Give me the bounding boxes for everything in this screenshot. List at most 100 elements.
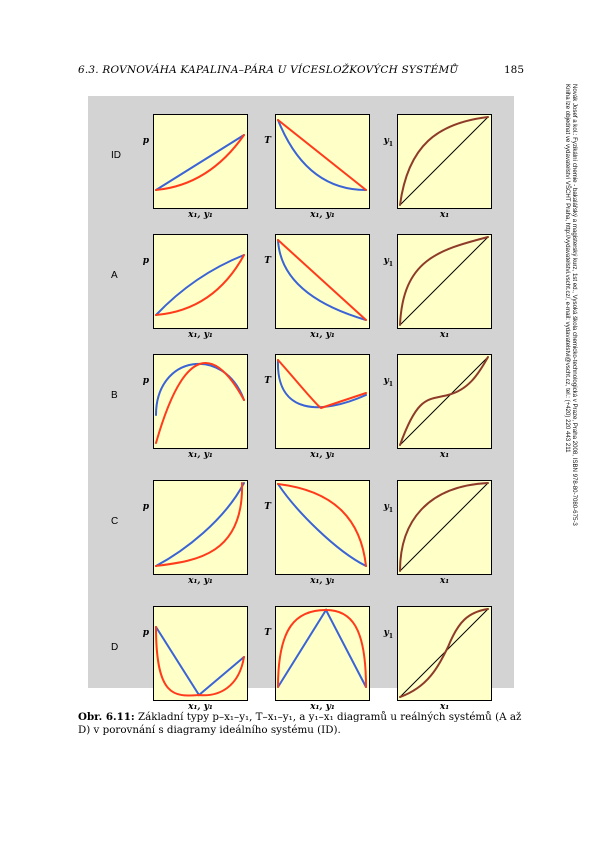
- blue-curve: [276, 359, 367, 409]
- red-curve: [277, 119, 367, 191]
- diagram-svg: [277, 607, 367, 688]
- diagram-svg: [399, 236, 489, 326]
- x-axis-label: x₁, y₁: [310, 576, 335, 586]
- diagram-svg: [155, 482, 245, 567]
- row-label-c: C: [111, 516, 119, 527]
- diagram-svg: [399, 116, 489, 206]
- y-axis-label: T: [264, 628, 271, 638]
- diagonal-line: [399, 482, 489, 572]
- side-note: Novák Josef a kol.: Fyzikální chemie - b…: [564, 84, 578, 644]
- row-label-d: D: [111, 642, 119, 653]
- blue-curve: [155, 362, 245, 416]
- diagram-svg: [277, 239, 367, 321]
- diagram-id-p-x-y: [153, 114, 248, 209]
- diagram-c-p-x-y: [153, 480, 248, 575]
- red-curve: [155, 361, 245, 444]
- diagram-b-y-x: [397, 354, 492, 449]
- diagram-svg: [399, 482, 489, 572]
- diagram-d-t-x-y: [275, 606, 370, 701]
- x-axis-label: x₁: [439, 330, 450, 340]
- diagram-svg: [155, 626, 245, 697]
- red-curve: [277, 483, 367, 567]
- red-curve: [155, 134, 245, 191]
- diagram-d-y-x: [397, 606, 492, 701]
- caption-number: Obr. 6.11:: [78, 711, 135, 723]
- y-axis-label: y1: [383, 256, 393, 268]
- diagram-c-y-x: [397, 480, 492, 575]
- diagram-a-p-x-y: [153, 234, 248, 329]
- blue-curve: [277, 483, 367, 567]
- diagram-svg: [277, 119, 367, 191]
- x-axis-label: x₁: [439, 576, 450, 586]
- side-note-line-2: Kniha lze objednat ve vydavatelství VŠCH…: [564, 84, 571, 453]
- diagram-a-y-x: [397, 234, 492, 329]
- diagram-svg: [399, 608, 489, 698]
- diagram-a-t-x-y: [275, 234, 370, 329]
- equilibrium-curve: [399, 236, 489, 326]
- chapter-title: 6.3. ROVNOVÁHA KAPALINA–PÁRA U VÍCESLOŽK…: [78, 64, 459, 76]
- y-axis-label: y1: [383, 376, 393, 388]
- equilibrium-curve: [399, 608, 489, 698]
- blue-curve: [155, 254, 245, 316]
- x-axis-label: x₁: [439, 450, 450, 460]
- x-axis-label: x₁, y₁: [310, 330, 335, 340]
- x-axis-label: x₁: [439, 702, 450, 712]
- running-header: 6.3. ROVNOVÁHA KAPALINA–PÁRA U VÍCESLOŽK…: [78, 64, 524, 80]
- diagram-svg: [155, 254, 245, 316]
- x-axis-label: x₁, y₁: [310, 702, 335, 712]
- diagram-id-y-x: [397, 114, 492, 209]
- blue-curve: [155, 482, 245, 567]
- equilibrium-curve: [399, 482, 489, 572]
- y-axis-label: T: [264, 502, 271, 512]
- y-axis-label: T: [264, 256, 271, 266]
- y-axis-label: y1: [383, 628, 393, 640]
- figure-caption: Obr. 6.11: Základní typy p–x₁–y₁, T–x₁–y…: [78, 711, 528, 737]
- diagram-b-t-x-y: [275, 354, 370, 449]
- diagram-svg: [276, 359, 367, 410]
- page-number: 185: [503, 64, 524, 76]
- y-axis-label: y1: [383, 136, 393, 148]
- diagram-svg: [277, 483, 367, 567]
- blue-curve: [277, 119, 367, 191]
- row-label-id: ID: [111, 150, 121, 161]
- blue-curve: [155, 134, 245, 191]
- diagram-svg: [399, 356, 489, 446]
- y-axis-label: p: [142, 376, 149, 386]
- diagonal-line: [399, 356, 489, 446]
- diagram-c-t-x-y: [275, 480, 370, 575]
- x-axis-label: x₁, y₁: [188, 210, 213, 220]
- blue-curve: [277, 239, 367, 321]
- x-axis-label: x₁, y₁: [188, 576, 213, 586]
- diagram-svg: [155, 361, 245, 444]
- y-axis-label: p: [142, 256, 149, 266]
- side-note-line-1: Novák Josef a kol.: Fyzikální chemie - b…: [571, 84, 578, 526]
- equilibrium-curve: [399, 356, 489, 446]
- y-axis-label: T: [264, 136, 271, 146]
- diagonal-line: [399, 116, 489, 206]
- red-curve: [155, 254, 245, 316]
- x-axis-label: x₁: [439, 210, 450, 220]
- row-label-b: B: [111, 390, 118, 401]
- x-axis-label: x₁, y₁: [188, 450, 213, 460]
- red-curve: [277, 359, 367, 410]
- caption-text: Základní typy p–x₁–y₁, T–x₁–y₁, a y₁–x₁ …: [78, 711, 522, 736]
- x-axis-label: x₁, y₁: [188, 702, 213, 712]
- y-axis-label: T: [264, 376, 271, 386]
- red-curve: [277, 608, 367, 688]
- row-label-a: A: [111, 270, 118, 281]
- diagram-id-t-x-y: [275, 114, 370, 209]
- y-axis-label: p: [142, 136, 149, 146]
- y-axis-label: y1: [383, 502, 393, 514]
- x-axis-label: x₁, y₁: [310, 450, 335, 460]
- y-axis-label: p: [142, 502, 149, 512]
- red-curve: [155, 626, 245, 697]
- diagram-d-p-x-y: [153, 606, 248, 701]
- red-curve: [277, 239, 367, 321]
- red-curve: [155, 482, 244, 567]
- x-axis-label: x₁, y₁: [188, 330, 213, 340]
- diagonal-line: [399, 236, 489, 326]
- equilibrium-curve: [399, 116, 489, 206]
- x-axis-label: x₁, y₁: [310, 210, 335, 220]
- diagram-svg: [155, 134, 245, 191]
